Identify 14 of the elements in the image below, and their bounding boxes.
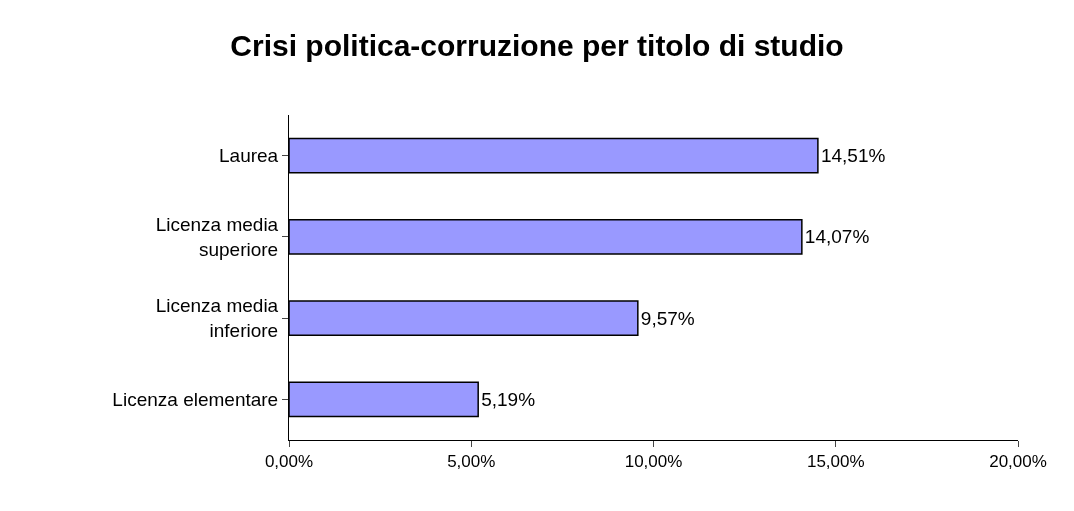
x-tick-label: 15,00%: [806, 452, 865, 472]
x-tick-label: 5,00%: [447, 452, 496, 472]
x-tick-label: 0,00%: [264, 452, 314, 472]
chart-title: Crisi politica-corruzione per titolo di studio: [230, 29, 844, 63]
data-label: 9,57%: [640, 307, 695, 329]
y-tick-label: Licenza media superiore: [155, 214, 279, 260]
data-label: 14,07%: [804, 226, 870, 248]
data-label: 5,19%: [481, 388, 536, 410]
data-label: 14,51%: [820, 145, 886, 167]
y-tick-label: Laurea: [219, 145, 279, 167]
y-tick-label: Licenza media inferiore: [155, 295, 279, 342]
x-tick-label: 10,00%: [624, 452, 683, 472]
x-tick-label: 20,00%: [989, 452, 1047, 472]
y-tick-label: Licenza elementare: [112, 389, 279, 411]
